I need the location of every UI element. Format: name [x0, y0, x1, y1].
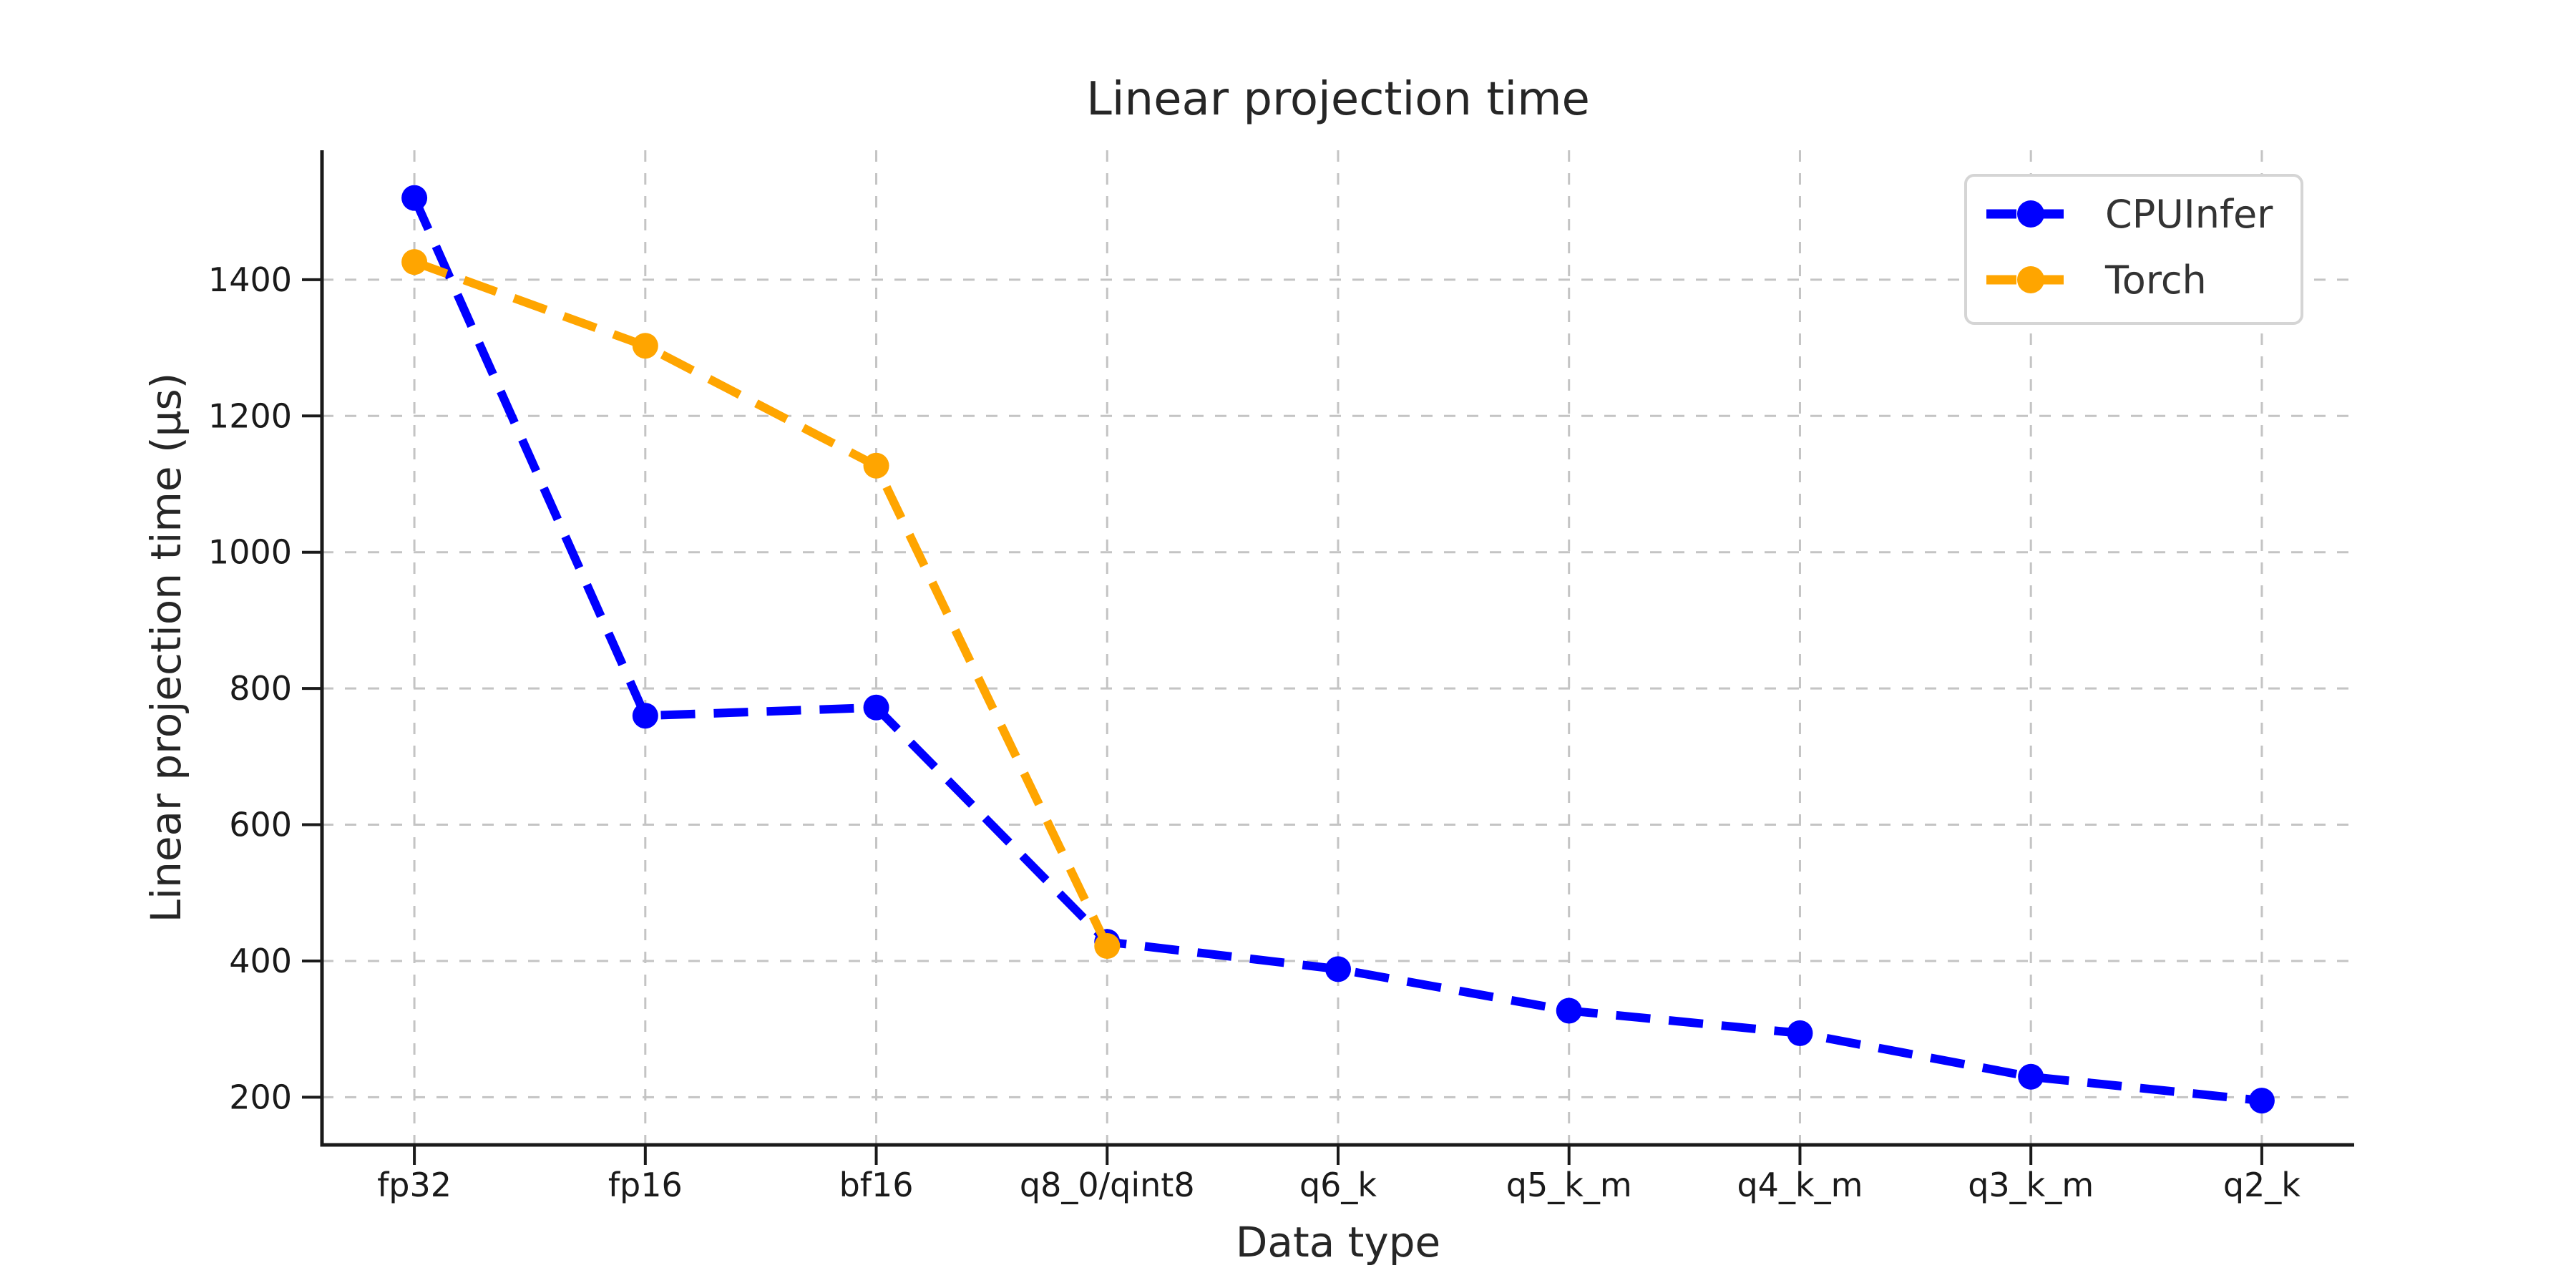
marker-cpuinfer-q2_k: [2248, 1088, 2275, 1114]
marker-torch-bf16: [863, 452, 889, 479]
x-axis-label: Data type: [1236, 1218, 1441, 1267]
tick-marks: [302, 278, 2263, 1165]
marker-torch-q8_0/qint8: [1094, 933, 1121, 959]
y-tick-label-600: 600: [229, 806, 292, 844]
marker-cpuinfer-bf16: [863, 694, 889, 721]
legend-item-torch: Torch: [1986, 258, 2207, 303]
y-tick-label-1000: 1000: [208, 533, 292, 572]
x-tick-label-q5_k_m: q5_k_m: [1506, 1166, 1632, 1204]
y-tick-label-200: 200: [229, 1078, 292, 1116]
marker-torch-fp16: [632, 333, 658, 359]
x-tick-label-bf16: bf16: [839, 1166, 914, 1204]
legend-label-cpuinfer: CPUInfer: [2105, 192, 2273, 237]
x-tick-label-q6_k: q6_k: [1299, 1166, 1377, 1204]
marker-cpuinfer-q4_k_m: [1787, 1020, 1813, 1046]
marker-cpuinfer-q6_k: [1325, 956, 1351, 982]
x-tick-label-q4_k_m: q4_k_m: [1737, 1166, 1863, 1204]
series-line-torch: [413, 258, 1111, 948]
y-tick-label-1400: 1400: [208, 260, 292, 299]
y-axis-label: Linear projection time (µs): [142, 373, 190, 923]
legend-item-cpuinfer: CPUInfer: [1986, 192, 2273, 237]
legend-marker-torch: [2017, 266, 2044, 293]
marker-cpuinfer-q3_k_m: [2018, 1063, 2044, 1090]
x-tick-label-q2_k: q2_k: [2223, 1166, 2301, 1204]
series-line-cpuinfer: [410, 196, 2263, 1106]
marker-torch-fp32: [401, 249, 428, 275]
y-tick-label-800: 800: [229, 669, 292, 708]
legend-label-torch: Torch: [2104, 258, 2207, 303]
chart-title: Linear projection time: [1086, 73, 1590, 126]
x-tick-label-fp32: fp32: [377, 1166, 452, 1204]
y-tick-label-1200: 1200: [208, 396, 292, 435]
marker-cpuinfer-q5_k_m: [1556, 997, 1582, 1024]
legend: CPUInfer Torch: [1964, 174, 2303, 325]
tick-labels: fp32 fp16 bf16 q8_0/qint8 q6_k q5_k_m q4_k_m q3…: [208, 260, 2301, 1204]
y-tick-label-400: 400: [229, 942, 292, 980]
marker-cpuinfer-fp16: [632, 703, 658, 729]
x-tick-label-q3_k_m: q3_k_m: [1968, 1166, 2094, 1204]
x-tick-label-fp16: fp16: [608, 1166, 683, 1204]
legend-marker-cpuinfer: [2017, 200, 2044, 228]
marker-cpuinfer-fp32: [401, 185, 428, 211]
data-series: [401, 185, 2275, 1114]
x-tick-label-q8_0/qint8: q8_0/qint8: [1020, 1166, 1195, 1204]
